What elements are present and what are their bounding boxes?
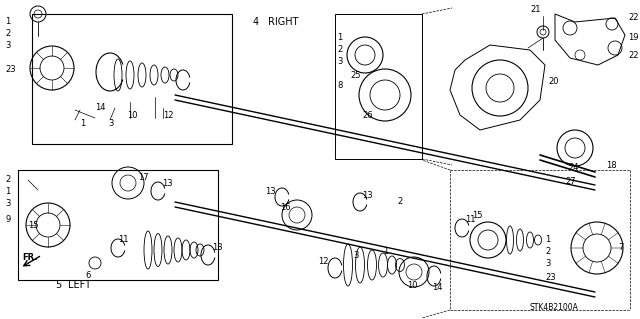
Text: 18: 18	[606, 160, 616, 169]
Text: STK4B2100A: STK4B2100A	[530, 303, 579, 313]
Bar	[335, 14, 422, 159]
Text: 11: 11	[118, 235, 129, 244]
Text: 1: 1	[5, 188, 10, 197]
Text: 13: 13	[162, 180, 173, 189]
Text: 10: 10	[407, 280, 417, 290]
Text: 15: 15	[28, 220, 38, 229]
Bar	[32, 14, 232, 144]
Text: 2: 2	[337, 46, 342, 55]
Text: 22: 22	[628, 13, 639, 23]
Text: 13: 13	[265, 188, 276, 197]
Text: 12: 12	[163, 110, 173, 120]
Text: LEFT: LEFT	[68, 280, 91, 290]
Text: 3: 3	[337, 57, 342, 66]
Text: 4: 4	[253, 17, 259, 27]
Text: 17: 17	[138, 174, 148, 182]
Text: 2: 2	[545, 248, 550, 256]
Text: 3: 3	[545, 259, 550, 269]
Text: 5: 5	[55, 280, 61, 290]
Text: 20: 20	[548, 78, 559, 86]
Text: 11: 11	[465, 216, 476, 225]
Text: 23: 23	[5, 65, 15, 75]
Text: 25: 25	[350, 70, 360, 79]
Text: 21: 21	[530, 5, 541, 14]
Text: 3: 3	[108, 118, 113, 128]
Text: 12: 12	[318, 257, 328, 266]
Text: 2: 2	[5, 175, 10, 184]
Text: 6: 6	[85, 271, 90, 279]
Text: 1: 1	[5, 18, 10, 26]
Text: 13: 13	[362, 190, 372, 199]
Text: RIGHT: RIGHT	[268, 17, 298, 27]
Text: 15: 15	[472, 211, 483, 219]
Text: 24: 24	[568, 164, 579, 173]
Text: 16: 16	[280, 204, 291, 212]
Text: 27: 27	[565, 177, 575, 187]
Text: 2: 2	[5, 29, 10, 39]
Text: 10: 10	[127, 110, 138, 120]
Text: 7: 7	[618, 243, 623, 253]
Text: 23: 23	[545, 273, 556, 283]
Text: 13: 13	[212, 243, 223, 253]
Text: 2: 2	[397, 197, 403, 206]
Text: 9: 9	[5, 216, 10, 225]
Text: 26: 26	[362, 110, 372, 120]
Text: 1: 1	[337, 33, 342, 42]
Text: 14: 14	[432, 284, 442, 293]
Text: 1: 1	[383, 248, 388, 256]
Text: 22: 22	[628, 50, 639, 60]
Text: 3: 3	[5, 199, 10, 209]
Text: 1: 1	[545, 235, 550, 244]
Text: 3: 3	[353, 250, 358, 259]
Text: 3: 3	[5, 41, 10, 50]
Text: 14: 14	[95, 103, 106, 113]
Text: 19: 19	[628, 33, 639, 42]
Text: 1: 1	[80, 118, 85, 128]
Bar	[18, 170, 218, 280]
Text: FR.: FR.	[22, 254, 38, 263]
Text: 8: 8	[337, 81, 342, 91]
